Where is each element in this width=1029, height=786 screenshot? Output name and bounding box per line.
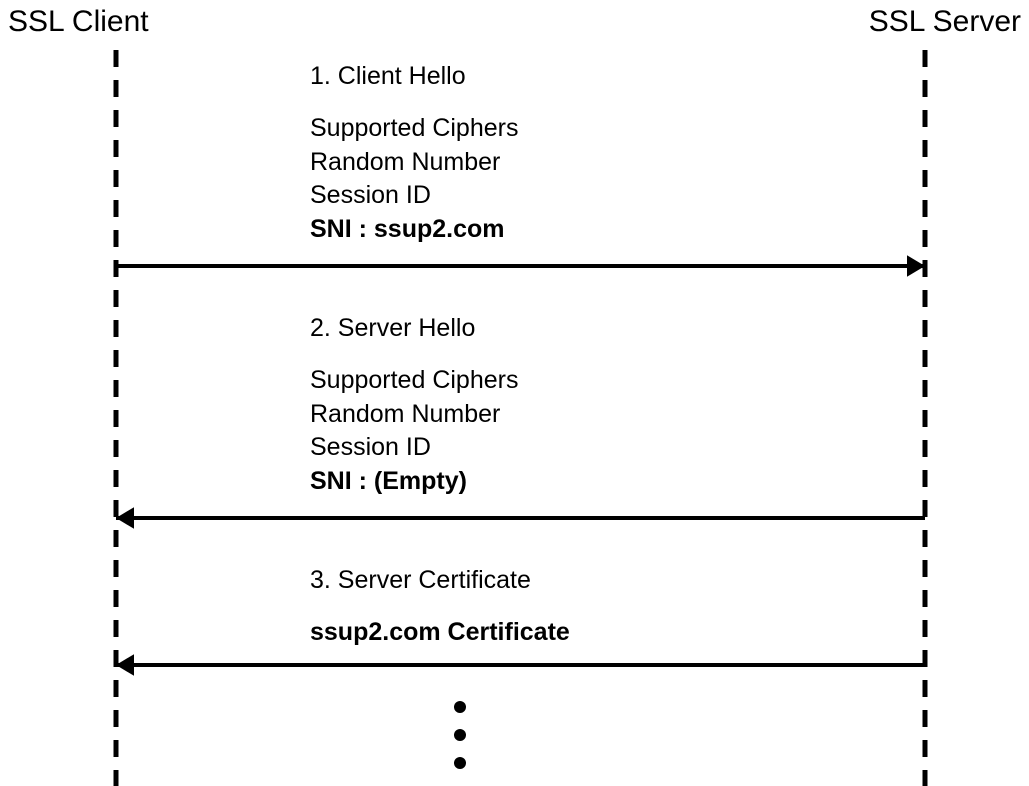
msg1-line2: Random Number [310, 146, 518, 180]
msg1-bold: SNI : ssup2.com [310, 213, 518, 247]
msg2-bold: SNI : (Empty) [310, 465, 518, 499]
msg3-bold: ssup2.com Certificate [310, 616, 570, 650]
msg1-line3: Session ID [310, 179, 518, 213]
server-label: SSL Server [869, 5, 1021, 39]
msg2: 2. Server Hello Supported Ciphers Random… [310, 312, 518, 499]
msg1-title: 1. Client Hello [310, 60, 518, 94]
continuation-dot-1 [454, 701, 466, 713]
msg1: 1. Client Hello Supported Ciphers Random… [310, 60, 518, 247]
arrow-3-head [116, 654, 134, 676]
msg2-line3: Session ID [310, 431, 518, 465]
msg3: 3. Server Certificate ssup2.com Certific… [310, 564, 570, 650]
continuation-dot-2 [454, 729, 466, 741]
client-label: SSL Client [8, 5, 149, 39]
msg2-line2: Random Number [310, 398, 518, 432]
msg2-title: 2. Server Hello [310, 312, 518, 346]
arrow-1-head [907, 255, 925, 277]
continuation-dot-3 [454, 757, 466, 769]
sequence-diagram: SSL Client SSL Server 1. Client Hello Su… [0, 0, 1029, 786]
msg1-line1: Supported Ciphers [310, 112, 518, 146]
arrow-2-head [116, 507, 134, 529]
msg2-line1: Supported Ciphers [310, 364, 518, 398]
msg3-title: 3. Server Certificate [310, 564, 570, 598]
